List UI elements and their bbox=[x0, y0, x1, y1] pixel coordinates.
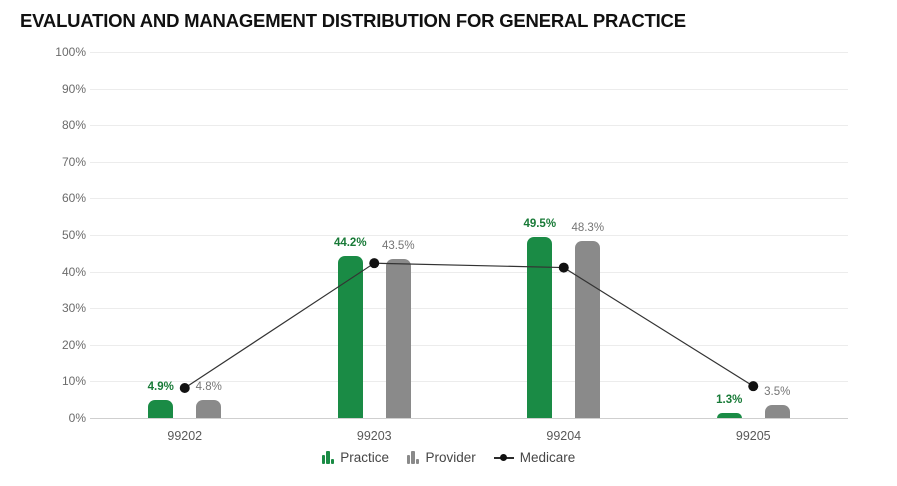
bar-value-label: 48.3% bbox=[571, 222, 605, 235]
x-axis-category-label: 99204 bbox=[546, 429, 582, 443]
legend-label: Medicare bbox=[519, 450, 576, 465]
x-axis-category-label: 99202 bbox=[167, 429, 203, 443]
gridline bbox=[90, 198, 848, 200]
gridline bbox=[90, 52, 848, 53]
bar-chart-icon bbox=[406, 451, 420, 464]
bar-practice-99203[interactable] bbox=[337, 256, 363, 418]
legend-item-practice[interactable]: Practice bbox=[321, 450, 389, 465]
bar-practice-99205[interactable] bbox=[716, 413, 742, 418]
bar-value-label: 4.8% bbox=[195, 381, 222, 394]
legend-label: Practice bbox=[340, 450, 389, 465]
y-axis-tick-label: 70% bbox=[61, 154, 86, 169]
gridline bbox=[90, 235, 848, 236]
gridline bbox=[90, 418, 848, 419]
y-axis-tick-label: 100% bbox=[55, 45, 86, 59]
legend-label: Provider bbox=[425, 450, 476, 465]
plot-area: 4.9% 44.2% 49.5% 1.3% 4.8% 43.5% 48.3% 3.5% bbox=[90, 52, 848, 419]
gridline bbox=[90, 88, 848, 90]
gridline bbox=[90, 344, 848, 346]
x-axis-category-label: 99203 bbox=[356, 429, 392, 443]
bar-value-label: 1.3% bbox=[716, 394, 743, 407]
y-axis-tick-label: 90% bbox=[61, 81, 86, 96]
y-axis-tick-label: 20% bbox=[61, 337, 86, 352]
legend-item-provider[interactable]: Provider bbox=[406, 450, 476, 465]
bar-chart-icon bbox=[321, 451, 335, 464]
legend: Practice Provider Medicare bbox=[0, 450, 897, 465]
bar-value-label: 44.2% bbox=[333, 237, 367, 250]
bar-provider-99202[interactable] bbox=[196, 400, 222, 418]
bar-value-label: 43.5% bbox=[381, 239, 415, 252]
page-title: EVALUATION AND MANAGEMENT DISTRIBUTION F… bbox=[20, 10, 686, 31]
y-axis-tick-label: 30% bbox=[61, 301, 86, 316]
y-axis-tick-label: 40% bbox=[61, 264, 86, 279]
gridline bbox=[90, 271, 848, 273]
bar-value-label: 3.5% bbox=[764, 386, 791, 399]
y-axis-tick-label: 0% bbox=[68, 411, 86, 425]
bar-value-label: 4.9% bbox=[147, 381, 174, 394]
bar-value-label: 49.5% bbox=[523, 217, 557, 230]
bar-practice-99202[interactable] bbox=[148, 400, 174, 418]
y-axis-tick-label: 50% bbox=[61, 228, 86, 242]
legend-item-medicare[interactable]: Medicare bbox=[493, 450, 576, 465]
bar-provider-99204[interactable] bbox=[575, 241, 601, 418]
x-axis-category-label: 99205 bbox=[735, 429, 771, 443]
bar-provider-99205[interactable] bbox=[764, 405, 790, 418]
bar-provider-99203[interactable] bbox=[385, 258, 411, 418]
gridline bbox=[90, 308, 848, 310]
y-axis-tick-label: 10% bbox=[61, 374, 86, 389]
y-axis-tick-label: 80% bbox=[61, 118, 86, 133]
gridline bbox=[90, 125, 848, 127]
line-dot-icon bbox=[493, 453, 514, 463]
bar-practice-99204[interactable] bbox=[527, 236, 553, 418]
medicare-point-99203[interactable] bbox=[369, 258, 380, 269]
gridline bbox=[90, 161, 848, 163]
y-axis-tick-label: 60% bbox=[61, 191, 86, 206]
